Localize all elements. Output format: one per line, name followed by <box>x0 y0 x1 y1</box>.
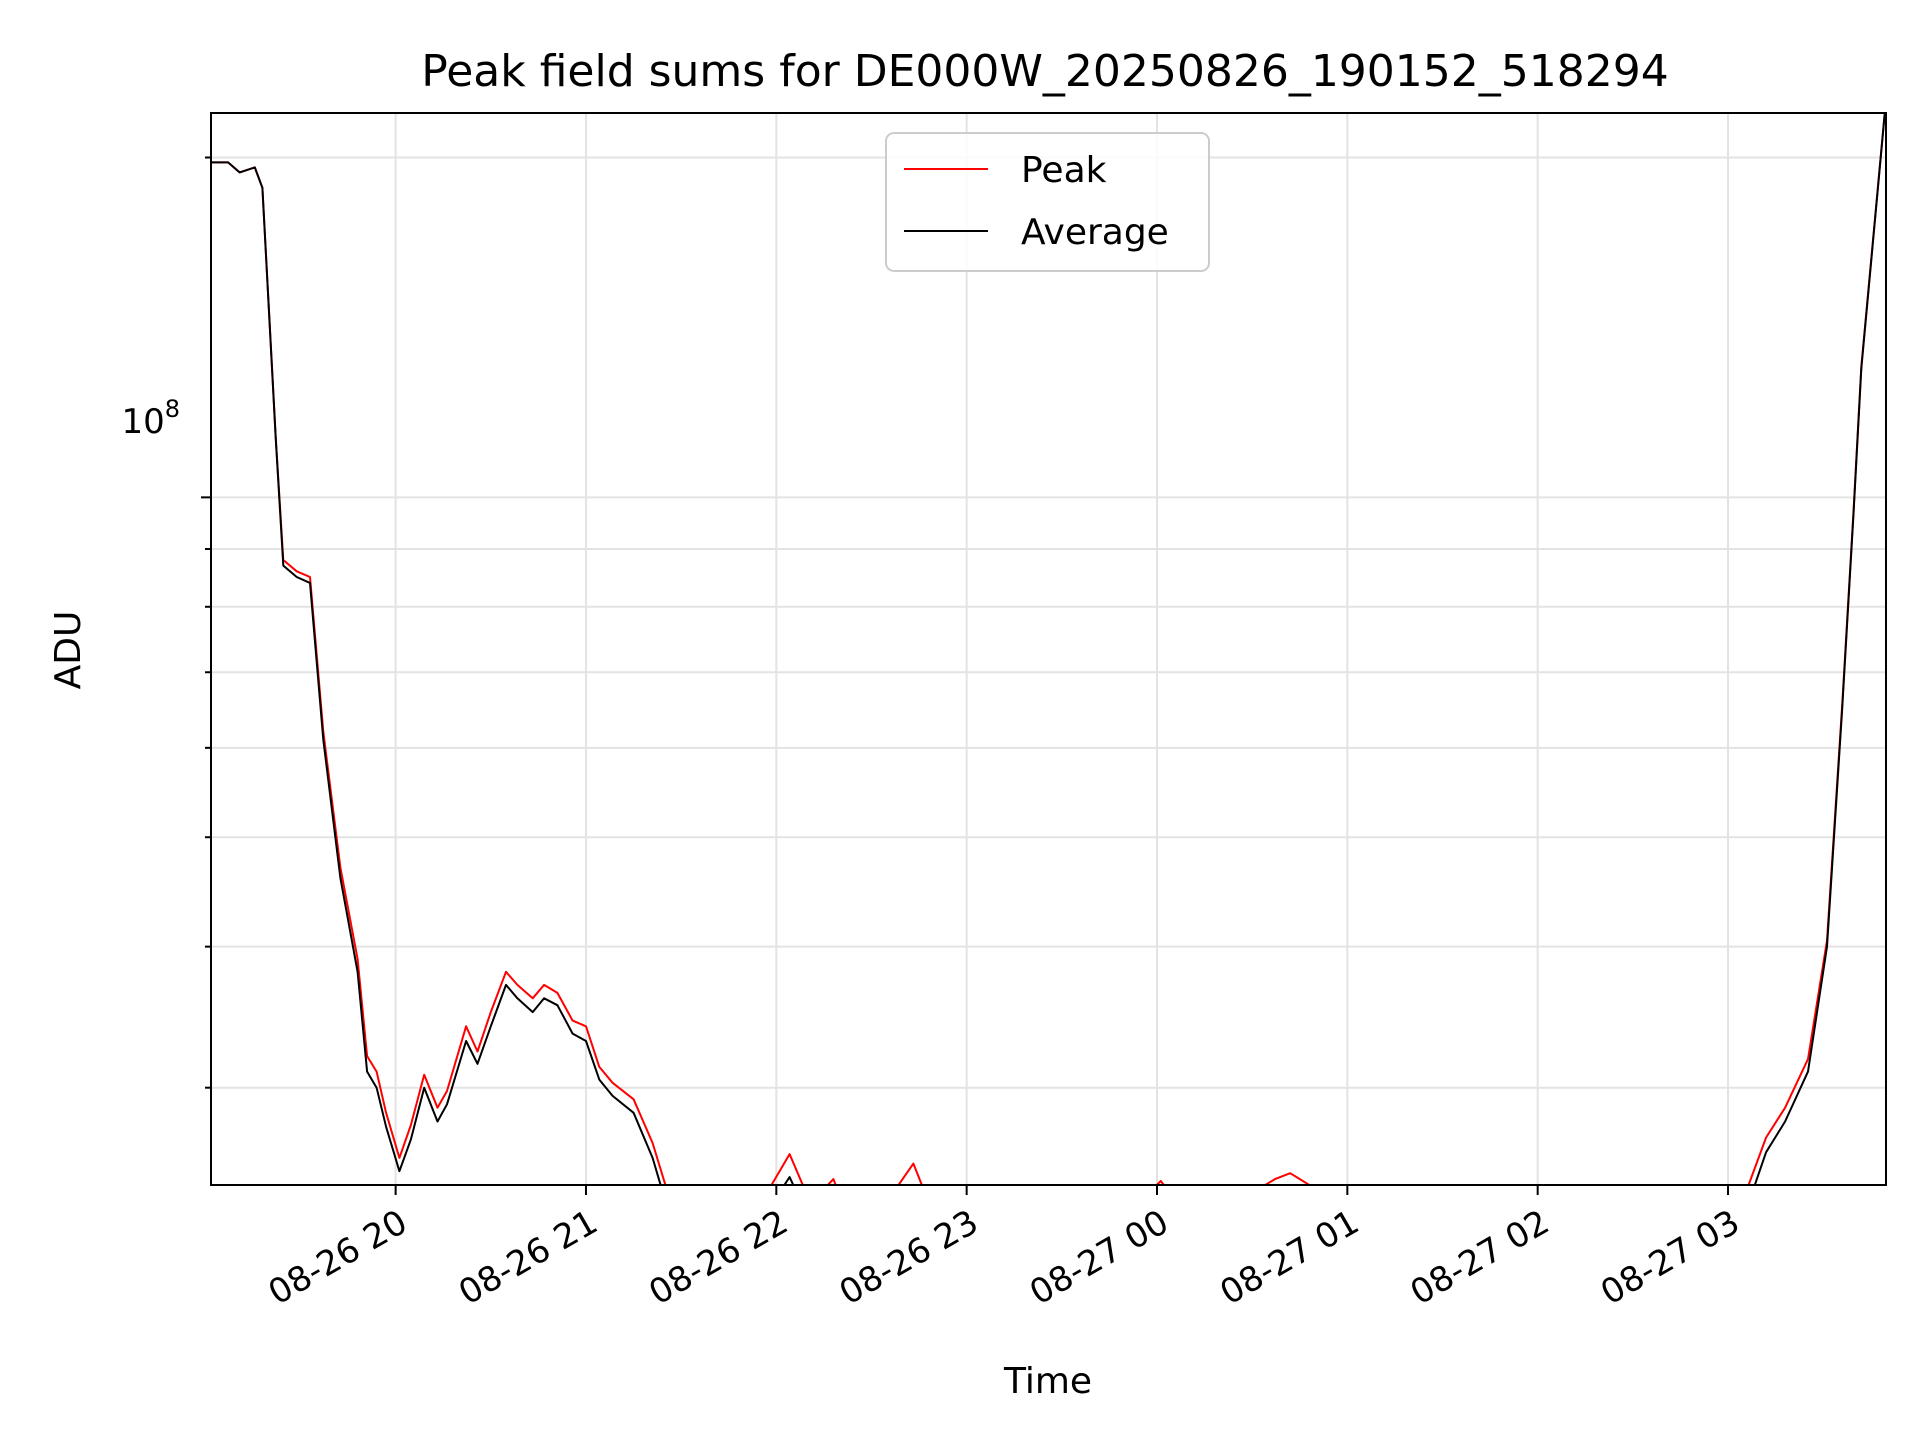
y-tick-layer <box>201 156 211 1089</box>
grid-layer <box>211 113 1886 1185</box>
x-axis-label: Time <box>1003 1361 1092 1402</box>
series-layer <box>211 113 1886 1185</box>
y-tick-exponent: 8 <box>165 395 180 423</box>
y-tick-base: 10 <box>121 402 164 442</box>
legend-box <box>885 132 1210 272</box>
chart-title: Peak field sums for DE000W_20250826_1901… <box>421 46 1669 97</box>
legend-label-average: Average <box>1021 212 1169 253</box>
y-axis-label: ADU <box>48 611 89 690</box>
y-tick-label-1e8: 108 <box>121 395 180 442</box>
legend-label-peak: Peak <box>1021 150 1107 191</box>
plot-frame <box>210 112 1887 1186</box>
series-line-peak <box>211 113 1886 1185</box>
series-line-average <box>211 113 1886 1185</box>
legend: Peak Average <box>885 132 1210 272</box>
